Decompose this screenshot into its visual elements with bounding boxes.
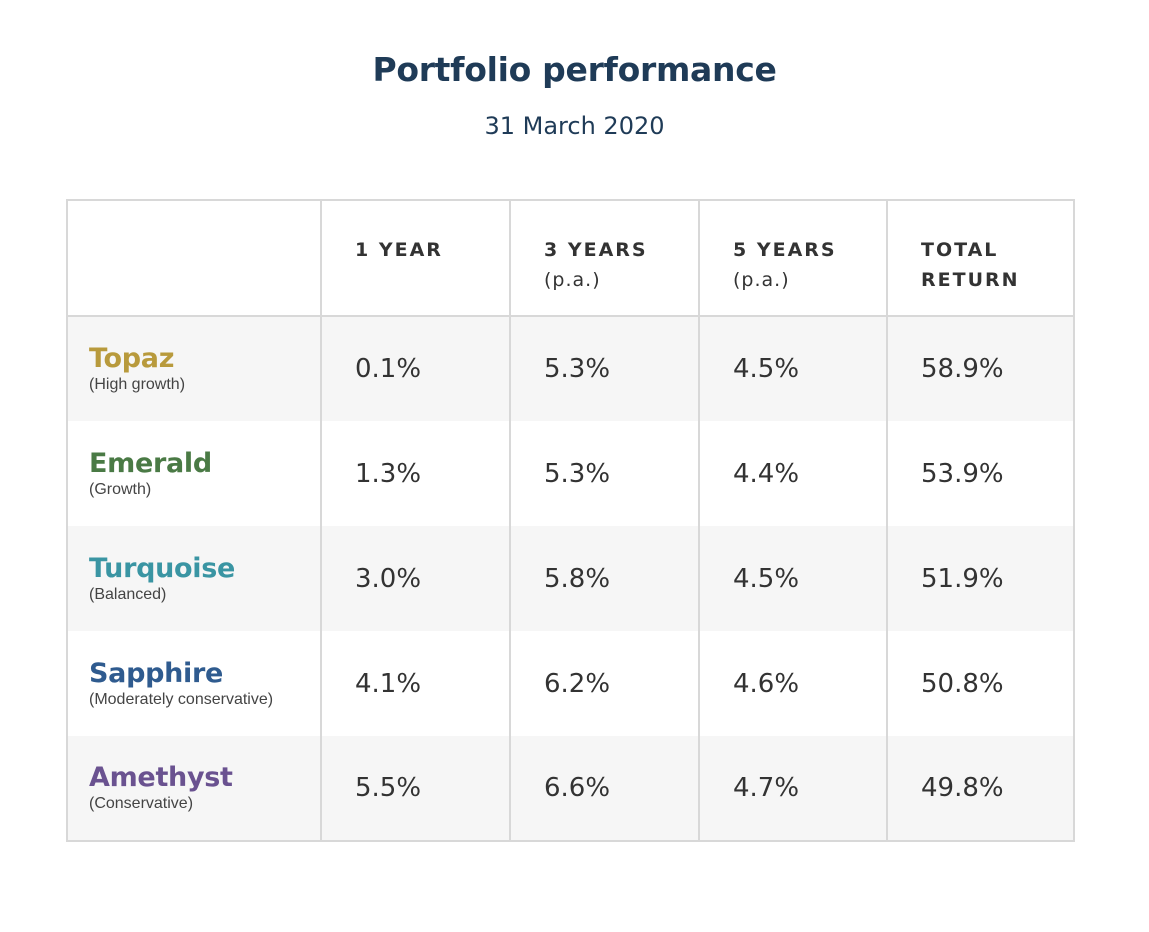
- value-5-years: 4.4%: [698, 421, 888, 526]
- value-1-year: 0.1%: [320, 316, 511, 421]
- fund-cell: Topaz (High growth): [66, 316, 322, 421]
- value-total-return: 49.8%: [886, 736, 1075, 841]
- column-header-total-return: TOTAL RETURN: [886, 200, 1075, 317]
- value-1-year: 1.3%: [320, 421, 511, 526]
- column-header-sublabel: RETURN: [921, 269, 1020, 291]
- fund-profile: (Balanced): [89, 585, 167, 603]
- value-3-years: 6.6%: [509, 736, 700, 841]
- fund-cell: Emerald (Growth): [66, 421, 322, 526]
- fund-profile: (Moderately conservative): [89, 690, 274, 708]
- fund-name: Emerald: [89, 447, 212, 479]
- value-total-return: 50.8%: [886, 631, 1075, 736]
- column-header-label: TOTAL: [921, 239, 999, 261]
- column-header-1-year: 1 YEAR: [320, 200, 511, 317]
- value-1-year: 3.0%: [320, 526, 511, 631]
- table-row-sapphire: Sapphire (Moderately conservative) 4.1% …: [66, 631, 1075, 736]
- value-1-year: 5.5%: [320, 736, 511, 841]
- value-total-return: 51.9%: [886, 526, 1075, 631]
- column-header-sublabel: (p.a.): [544, 269, 601, 291]
- table-row-amethyst: Amethyst (Conservative) 5.5% 6.6% 4.7% 4…: [66, 736, 1075, 841]
- table-header-row: 1 YEAR 3 YEARS (p.a.) 5 YEARS (p.a.) TOT…: [66, 200, 1075, 317]
- value-3-years: 5.8%: [509, 526, 700, 631]
- fund-name: Amethyst: [89, 762, 233, 793]
- fund-profile: (Growth): [89, 480, 152, 498]
- column-header-5-years: 5 YEARS (p.a.): [698, 200, 888, 317]
- fund-cell: Amethyst (Conservative): [66, 736, 322, 841]
- fund-name: Topaz: [89, 343, 175, 374]
- column-header-label: 3 YEARS: [544, 239, 648, 261]
- value-5-years: 4.6%: [698, 631, 888, 736]
- value-5-years: 4.7%: [698, 736, 888, 841]
- table-row-topaz: Topaz (High growth) 0.1% 5.3% 4.5% 58.9%: [66, 316, 1075, 421]
- value-3-years: 5.3%: [509, 316, 700, 421]
- value-3-years: 6.2%: [509, 631, 700, 736]
- fund-name: Sapphire: [89, 657, 224, 689]
- value-1-year: 4.1%: [320, 631, 511, 736]
- column-header-sublabel: (p.a.): [733, 269, 790, 291]
- table-row-turquoise: Turquoise (Balanced) 3.0% 5.8% 4.5% 51.9…: [66, 526, 1075, 631]
- fund-profile: (High growth): [89, 376, 186, 393]
- value-3-years: 5.3%: [509, 421, 700, 526]
- value-5-years: 4.5%: [698, 526, 888, 631]
- fund-cell: Sapphire (Moderately conservative): [66, 631, 322, 736]
- column-header-3-years: 3 YEARS (p.a.): [509, 200, 700, 317]
- column-header-label: 5 YEARS: [733, 239, 837, 261]
- value-5-years: 4.5%: [698, 316, 888, 421]
- performance-table: 1 YEAR 3 YEARS (p.a.) 5 YEARS (p.a.) TOT…: [66, 199, 1075, 842]
- fund-name: Turquoise: [89, 552, 236, 584]
- value-total-return: 58.9%: [886, 316, 1075, 421]
- column-header-label: 1 YEAR: [355, 239, 443, 261]
- page-title: Portfolio performance: [372, 50, 777, 89]
- fund-profile: (Conservative): [89, 795, 194, 812]
- table-row-emerald: Emerald (Growth) 1.3% 5.3% 4.4% 53.9%: [66, 421, 1075, 526]
- page-subtitle: 31 March 2020: [484, 112, 665, 140]
- fund-cell: Turquoise (Balanced): [66, 526, 322, 631]
- value-total-return: 53.9%: [886, 421, 1075, 526]
- column-header-fund: [66, 200, 322, 317]
